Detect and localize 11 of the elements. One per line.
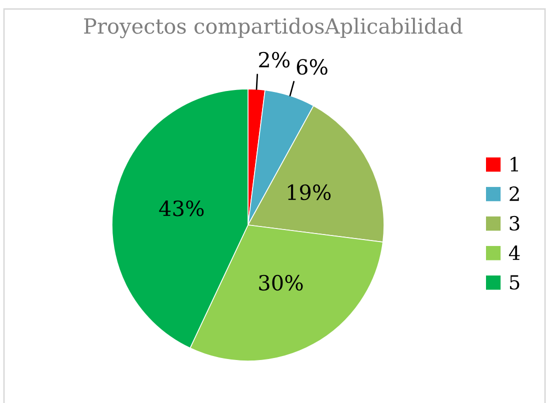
data-label: 6%	[296, 59, 328, 75]
legend-label: 3	[510, 216, 520, 231]
data-label: 30%	[259, 274, 303, 291]
data-label: 19%	[288, 184, 331, 200]
legend-label: 5	[510, 275, 520, 290]
data-label: 2%	[259, 52, 290, 68]
legend-label: 2	[510, 186, 519, 201]
legend-label: 1	[510, 156, 518, 172]
chart-title: Proyectos compartidosAplicabilidad	[84, 18, 462, 38]
data-label: 43%	[159, 200, 204, 216]
legend-label: 4	[508, 245, 520, 260]
